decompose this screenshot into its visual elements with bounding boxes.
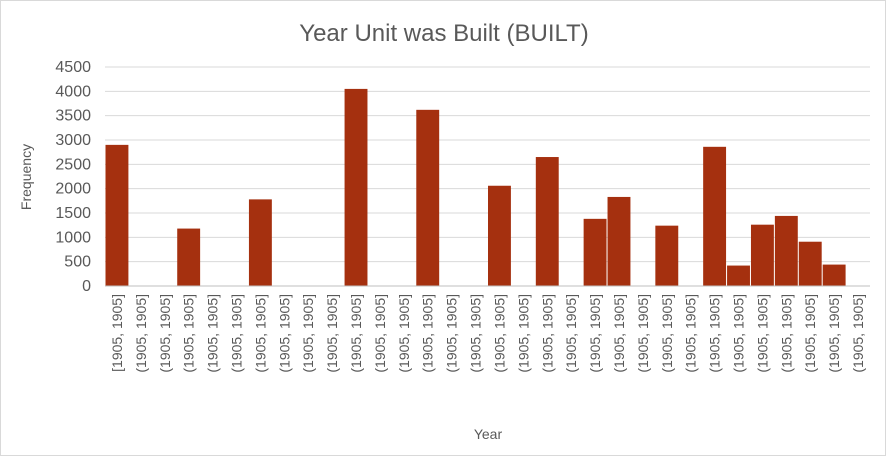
x-axis-title: Year xyxy=(474,426,503,442)
x-category-label: (1905, 1905] xyxy=(396,294,412,373)
x-category-label: (1905, 1905] xyxy=(659,294,675,373)
x-category-label: (1905, 1905] xyxy=(539,294,555,373)
y-tick-label: 0 xyxy=(82,278,91,295)
x-category-label: (1905, 1905] xyxy=(348,294,364,373)
x-category-label: (1905, 1905] xyxy=(802,294,818,373)
x-category-label: (1905, 1905] xyxy=(468,294,484,373)
x-category-label: (1905, 1905] xyxy=(826,294,842,373)
bar xyxy=(822,264,846,286)
chart-title: Year Unit was Built (BUILT) xyxy=(299,20,588,47)
bar xyxy=(105,144,129,286)
y-tick-label: 2000 xyxy=(55,181,91,198)
x-category-label: (1905, 1905] xyxy=(515,294,531,373)
x-category-label: (1905, 1905] xyxy=(133,294,149,373)
x-category-label: (1905, 1905] xyxy=(444,294,460,373)
bar xyxy=(655,225,679,286)
x-category-label: (1905, 1905] xyxy=(635,294,651,373)
x-category-label: (1905, 1905] xyxy=(707,294,723,373)
bar xyxy=(774,215,798,286)
y-tick-label: 4000 xyxy=(55,83,91,100)
x-category-label: (1905, 1905] xyxy=(611,294,627,373)
y-tick-label: 4500 xyxy=(55,59,91,76)
x-category-label: (1905, 1905] xyxy=(324,294,340,373)
bar xyxy=(488,185,511,286)
bar xyxy=(727,265,750,286)
bar xyxy=(344,88,368,287)
x-category-label: (1905, 1905] xyxy=(300,294,316,373)
x-category-label: (1905, 1905] xyxy=(778,294,794,373)
bars xyxy=(105,88,846,287)
x-category-label: (1905, 1905] xyxy=(420,294,436,373)
x-axis-categories: [1905, 1905] (1905, 1905] (1905, 1905] (190… xyxy=(109,294,866,373)
x-category-label: (1905, 1905] xyxy=(683,294,699,373)
y-tick-label: 1000 xyxy=(55,229,91,246)
x-category-label: (1905, 1905] xyxy=(587,294,603,373)
bar xyxy=(177,228,201,286)
bar xyxy=(607,196,631,286)
x-category-label: (1905, 1905] xyxy=(252,294,268,373)
y-tick-label: 3500 xyxy=(55,108,91,125)
bar xyxy=(750,224,774,286)
x-category-label: (1905, 1905] xyxy=(754,294,770,373)
bar xyxy=(248,199,272,286)
gridlines xyxy=(105,66,870,263)
y-tick-label: 1500 xyxy=(55,205,91,222)
x-category-label: [1905, 1905] xyxy=(109,294,125,372)
y-tick-label: 500 xyxy=(64,254,91,271)
x-category-label: (1905, 1905] xyxy=(491,294,507,373)
x-category-label: (1905, 1905] xyxy=(205,294,221,373)
bar xyxy=(583,218,607,286)
bar xyxy=(703,146,727,286)
x-category-label: (1905, 1905] xyxy=(276,294,292,373)
y-tick-label: 2500 xyxy=(55,156,91,173)
x-category-label: (1905, 1905] xyxy=(731,294,747,373)
y-tick-label: 3000 xyxy=(55,132,91,149)
y-axis-title: Frequency xyxy=(18,144,34,210)
y-axis-ticks: 0 500 1000 1500 2000 2500 3000 3500 4000 4500 xyxy=(55,59,91,295)
x-category-label: (1905, 1905] xyxy=(228,294,244,373)
x-category-label: (1905, 1905] xyxy=(372,294,388,373)
bar xyxy=(798,241,822,286)
x-category-label: (1905, 1905] xyxy=(850,294,866,373)
x-category-label: (1905, 1905] xyxy=(563,294,579,373)
bar xyxy=(535,157,559,286)
x-category-label: (1905, 1905] xyxy=(181,294,197,373)
x-category-label: (1905, 1905] xyxy=(157,294,173,373)
bar xyxy=(416,109,440,287)
